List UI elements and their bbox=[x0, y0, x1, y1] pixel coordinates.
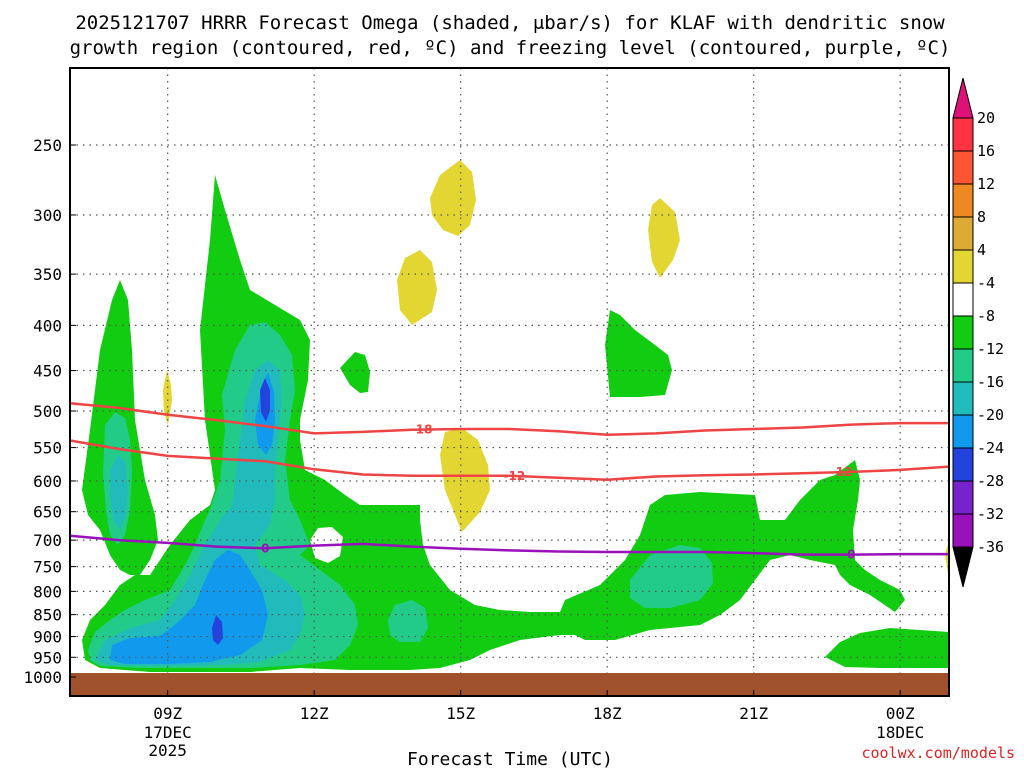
colorbar: 20 16 12 8 4 -4 -8 -12 -16 -20 -24 -28 -32 -36 bbox=[952, 77, 1004, 588]
colorbar-label: 8 bbox=[977, 208, 986, 226]
y-tick-label: 600 bbox=[33, 472, 62, 491]
colorbar-label: -12 bbox=[977, 340, 1004, 358]
colorbar-segment bbox=[952, 150, 974, 185]
colorbar-label: -8 bbox=[977, 307, 995, 325]
y-tick-label: 450 bbox=[33, 362, 62, 381]
contour-lines: -18 -12 -12 0 0 bbox=[70, 401, 949, 562]
contour-minus12-label: -12 bbox=[831, 465, 853, 479]
colorbar-segment bbox=[952, 183, 974, 218]
omega-region-darkblue-upper bbox=[260, 378, 270, 422]
x-tick-date-label: 18DEC bbox=[876, 723, 924, 742]
credit-text: coolwx.com/models bbox=[861, 744, 1015, 762]
x-tick-label: 15Z bbox=[446, 704, 475, 723]
y-tick-label: 750 bbox=[33, 558, 62, 577]
x-tick-label: 21Z bbox=[739, 704, 768, 723]
omega-region-yellow-5 bbox=[163, 370, 172, 425]
y-tick-label: 800 bbox=[33, 582, 62, 601]
y-tick-label: 550 bbox=[33, 439, 62, 458]
y-tick-label: 1000 bbox=[23, 668, 62, 687]
contour-minus18-label: -18 bbox=[411, 423, 433, 437]
colorbar-segment bbox=[952, 381, 974, 416]
colorbar-segment bbox=[952, 348, 974, 383]
colorbar-top-arrow bbox=[952, 77, 974, 119]
omega-region-yellow-2 bbox=[397, 250, 437, 325]
omega-region-green-island bbox=[340, 352, 370, 393]
colorbar-segment bbox=[952, 117, 974, 152]
colorbar-label: -24 bbox=[977, 439, 1004, 457]
colorbar-segment bbox=[952, 249, 974, 284]
colorbar-label: -4 bbox=[977, 274, 995, 292]
colorbar-label: -32 bbox=[977, 505, 1004, 523]
colorbar-label: 16 bbox=[977, 142, 995, 160]
x-tick-label: 00Z bbox=[886, 704, 915, 723]
x-tick-label: 12Z bbox=[300, 704, 329, 723]
colorbar-label: 12 bbox=[977, 175, 995, 193]
omega-shading: -18 -12 -12 0 0 bbox=[70, 68, 949, 696]
omega-region-darkblue-low bbox=[212, 615, 223, 645]
omega-region-yellow-4 bbox=[648, 198, 680, 278]
omega-region-yellow-1 bbox=[430, 160, 476, 236]
omega-region-teal-right bbox=[630, 545, 713, 608]
y-axis: 250 300 350 400 450 500 550 600 650 700 750 800 850 9… bbox=[23, 136, 76, 687]
plot-frame bbox=[69, 67, 950, 697]
y-tick-label: 400 bbox=[33, 316, 62, 335]
ground-surface bbox=[70, 673, 949, 696]
colorbar-label: -36 bbox=[977, 538, 1004, 556]
contour-minus12-label: -12 bbox=[504, 469, 526, 483]
colorbar-label: -20 bbox=[977, 406, 1004, 424]
y-tick-label: 900 bbox=[33, 628, 62, 647]
y-tick-label: 950 bbox=[33, 648, 62, 667]
freezing-level-contour-label: 0 bbox=[847, 548, 855, 562]
colorbar-segment bbox=[952, 513, 974, 548]
y-tick-label: 300 bbox=[33, 206, 62, 225]
omega-region-teal-small bbox=[388, 600, 428, 642]
chart-title-line2: growth region (contoured, red, ºC) and f… bbox=[70, 37, 951, 59]
colorbar-segment bbox=[952, 216, 974, 251]
omega-region-blue-main bbox=[110, 550, 268, 664]
x-tick-date-label: 17DEC bbox=[144, 723, 192, 742]
x-tick-label: 18Z bbox=[593, 704, 622, 723]
x-axis-label: Forecast Time (UTC) bbox=[407, 749, 613, 768]
colorbar-segment bbox=[952, 480, 974, 515]
freezing-level-contour bbox=[70, 534, 949, 556]
x-tick-label: 09Z bbox=[153, 704, 182, 723]
colorbar-label: 20 bbox=[977, 109, 995, 127]
colorbar-segment bbox=[952, 414, 974, 449]
y-tick-label: 850 bbox=[33, 606, 62, 625]
y-tick-label: 700 bbox=[33, 531, 62, 550]
colorbar-label: 4 bbox=[977, 241, 986, 259]
colorbar-segment bbox=[952, 447, 974, 482]
omega-region-teal-main bbox=[88, 322, 358, 668]
y-tick-label: 350 bbox=[33, 265, 62, 284]
grid bbox=[70, 68, 949, 696]
y-tick-label: 250 bbox=[33, 136, 62, 155]
freezing-level-contour-label: 0 bbox=[261, 541, 269, 555]
y-tick-label: 650 bbox=[33, 503, 62, 522]
omega-region-yellow-3 bbox=[440, 428, 490, 532]
colorbar-bottom-arrow bbox=[952, 546, 974, 588]
colorbar-label: -16 bbox=[977, 373, 1004, 391]
contour-minus12 bbox=[70, 439, 949, 481]
omega-region-green-lowright bbox=[825, 628, 949, 668]
colorbar-segment bbox=[952, 282, 974, 317]
chart-title-line1: 2025121707 HRRR Forecast Omega (shaded, … bbox=[75, 12, 945, 34]
contour-minus18 bbox=[70, 401, 949, 437]
y-tick-label: 500 bbox=[33, 402, 62, 421]
x-tick-year-label: 2025 bbox=[148, 741, 187, 760]
colorbar-segment bbox=[952, 315, 974, 350]
colorbar-label: -28 bbox=[977, 472, 1004, 490]
omega-region-green-upper bbox=[605, 310, 672, 397]
